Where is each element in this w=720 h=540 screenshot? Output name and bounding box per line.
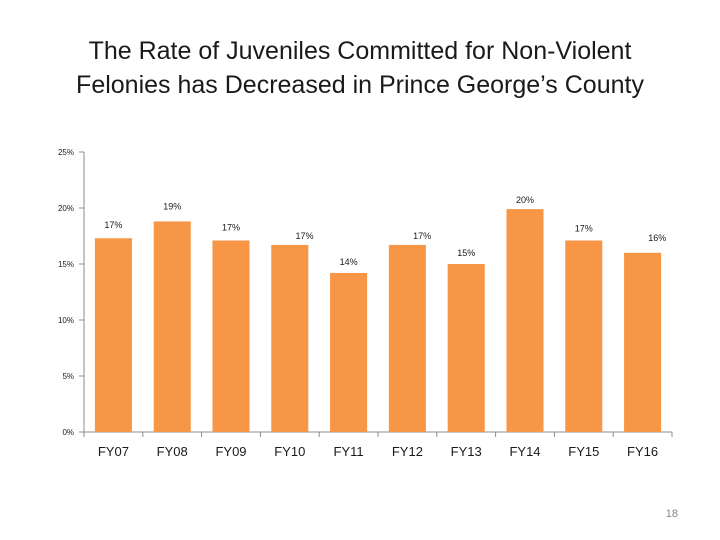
x-tick-label-fy12: FY12 [392, 444, 423, 459]
x-tick-label-fy14: FY14 [509, 444, 540, 459]
data-label-fy14: 20% [516, 195, 534, 205]
title-line-1: The Rate of Juveniles Committed for Non-… [88, 37, 632, 65]
data-label-fy09: 17% [222, 222, 240, 232]
bar-fy10 [271, 244, 309, 432]
data-label-fy16: 16% [648, 233, 666, 243]
data-label-fy11: 14% [340, 257, 358, 267]
slide-title: The Rate of Juveniles Committed for Non-… [20, 34, 700, 102]
bar-fy15 [565, 240, 603, 432]
bar-fy09 [212, 240, 250, 432]
x-tick-label-fy16: FY16 [627, 444, 658, 459]
data-label-fy07: 17% [104, 220, 122, 230]
bar-fy08 [153, 221, 191, 432]
data-label-fy15: 17% [575, 223, 593, 233]
y-tick-label: 15% [58, 260, 74, 269]
x-tick-label-fy11: FY11 [334, 444, 364, 459]
x-tick-label-fy13: FY13 [451, 444, 482, 459]
y-tick-label: 10% [58, 316, 74, 325]
y-tick-label: 25% [58, 148, 74, 157]
bar-fy12 [388, 244, 426, 432]
data-label-fy12: 17% [413, 231, 431, 241]
data-label-fy10: 17% [295, 231, 313, 241]
bar-fy11 [330, 272, 368, 432]
data-label-fy13: 15% [457, 248, 475, 258]
x-tick-label-fy15: FY15 [568, 444, 599, 459]
x-tick-label-fy07: FY07 [98, 444, 129, 459]
y-tick-label: 20% [58, 204, 74, 213]
bar-fy13 [447, 264, 485, 432]
x-tick-label-fy08: FY08 [157, 444, 188, 459]
x-tick-label-fy09: FY09 [215, 444, 246, 459]
y-tick-label: 0% [62, 428, 74, 437]
bar-fy16 [624, 252, 662, 432]
bar-fy14 [506, 209, 544, 432]
y-tick-label: 5% [62, 372, 74, 381]
title-line-2: Felonies has Decreased in Prince George’… [76, 71, 644, 99]
bar-fy07 [94, 238, 132, 432]
slide-number: 18 [665, 508, 678, 520]
x-tick-label-fy10: FY10 [274, 444, 305, 459]
data-label-fy08: 19% [163, 201, 181, 211]
